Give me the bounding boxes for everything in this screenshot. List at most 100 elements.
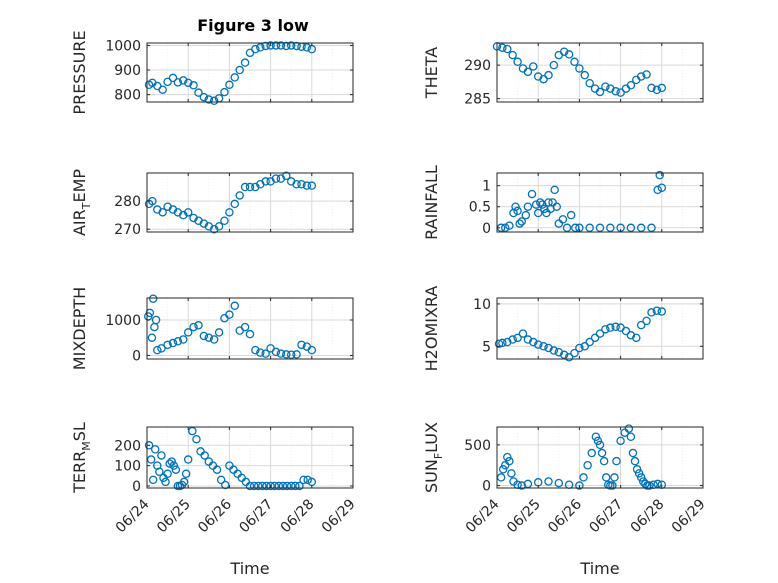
- data-point: [652, 306, 662, 315]
- data-point: [531, 200, 541, 209]
- data-point: [585, 337, 594, 347]
- x-tick-label: 06/28: [628, 496, 668, 536]
- data-point: [299, 475, 308, 485]
- data-point: [282, 481, 292, 491]
- data-point: [624, 424, 634, 433]
- data-point: [253, 481, 263, 491]
- data-point: [163, 469, 172, 479]
- data-point: [554, 347, 564, 357]
- data-point: [258, 481, 267, 491]
- y-axis-label: TERRMSL: [70, 422, 93, 494]
- data-point: [503, 44, 512, 54]
- y-tick-label: 5: [482, 339, 491, 355]
- plot-area-0: [147, 43, 353, 102]
- y-axis-label-main: AIR: [70, 209, 89, 236]
- data-point: [642, 70, 651, 79]
- data-point: [145, 308, 155, 318]
- data-point: [209, 96, 219, 106]
- data-point: [303, 475, 312, 485]
- y-tick-label: 0: [482, 221, 491, 237]
- data-point: [570, 348, 579, 358]
- data-point: [173, 78, 183, 87]
- data-point: [297, 340, 306, 350]
- data-point: [559, 350, 569, 360]
- data-point: [544, 477, 553, 486]
- data-point: [616, 88, 625, 97]
- data-point: [601, 325, 610, 334]
- data-point: [221, 480, 230, 490]
- data-point: [612, 456, 621, 466]
- data-point: [632, 333, 641, 343]
- axes-box-0: [146, 42, 354, 103]
- data-point: [611, 322, 620, 332]
- data-point: [593, 436, 603, 446]
- data-point: [536, 198, 545, 207]
- data-point: [496, 473, 506, 482]
- data-point: [653, 185, 662, 195]
- data-point: [595, 329, 605, 338]
- data-point: [262, 481, 271, 491]
- data-point: [181, 469, 191, 479]
- data-point: [282, 41, 291, 51]
- data-point: [286, 350, 296, 359]
- data-point: [292, 179, 301, 189]
- y-tick-label: 0: [482, 479, 491, 495]
- data-point: [503, 452, 512, 462]
- data-point: [165, 459, 174, 468]
- data-point: [240, 322, 250, 332]
- data-point: [158, 85, 167, 94]
- data-point: [189, 322, 198, 332]
- data-point: [251, 345, 260, 355]
- data-point: [266, 481, 275, 491]
- data-point: [225, 80, 234, 90]
- data-point: [595, 440, 605, 450]
- axes-box-2: [146, 172, 354, 233]
- y-axis-label-main: MIXDEPTH: [70, 287, 89, 370]
- data-point: [636, 320, 646, 330]
- axes-box-4: [146, 297, 354, 360]
- y-axis-label: THETA: [422, 47, 441, 99]
- data-point: [558, 215, 568, 224]
- data-point: [570, 57, 579, 67]
- data-point: [256, 348, 265, 357]
- data-point: [189, 81, 198, 90]
- x-tick-label: 06/25: [154, 496, 194, 536]
- data-point: [533, 208, 543, 218]
- axes-box-7: [496, 426, 704, 489]
- data-point: [282, 350, 291, 359]
- data-point: [167, 457, 176, 466]
- data-point: [183, 78, 193, 88]
- y-axis-label-tail: LUX: [422, 422, 441, 453]
- data-point: [148, 475, 158, 485]
- data-point: [173, 337, 183, 346]
- data-point: [192, 434, 201, 444]
- x-axis-label: Time: [229, 559, 269, 578]
- data-point: [286, 41, 296, 50]
- data-point: [230, 73, 240, 82]
- y-tick-label: 280: [114, 194, 141, 210]
- y-tick-label: 1000: [105, 38, 141, 54]
- y-axis-label: AIRTEMP: [70, 169, 93, 236]
- data-point: [595, 87, 605, 97]
- data-point: [529, 337, 538, 347]
- data-point: [632, 465, 642, 474]
- y-tick-label: 270: [114, 222, 141, 238]
- data-point: [505, 221, 514, 230]
- data-point: [249, 481, 259, 491]
- y-axis-label-main: SUN: [422, 459, 441, 493]
- data-point: [209, 335, 219, 344]
- data-point: [508, 335, 517, 344]
- data-point: [235, 65, 244, 75]
- data-point: [183, 455, 193, 464]
- data-point: [539, 342, 548, 351]
- y-axis-label-main: H2OMIXRA: [422, 286, 441, 372]
- data-point: [636, 473, 646, 482]
- data-point: [645, 481, 654, 490]
- data-point: [550, 185, 559, 195]
- data-point: [150, 445, 160, 454]
- data-point: [540, 204, 549, 214]
- x-tick-label: 06/24: [113, 496, 153, 536]
- x-tick-label: 06/27: [586, 496, 626, 536]
- data-point: [552, 202, 561, 211]
- data-point: [498, 338, 507, 348]
